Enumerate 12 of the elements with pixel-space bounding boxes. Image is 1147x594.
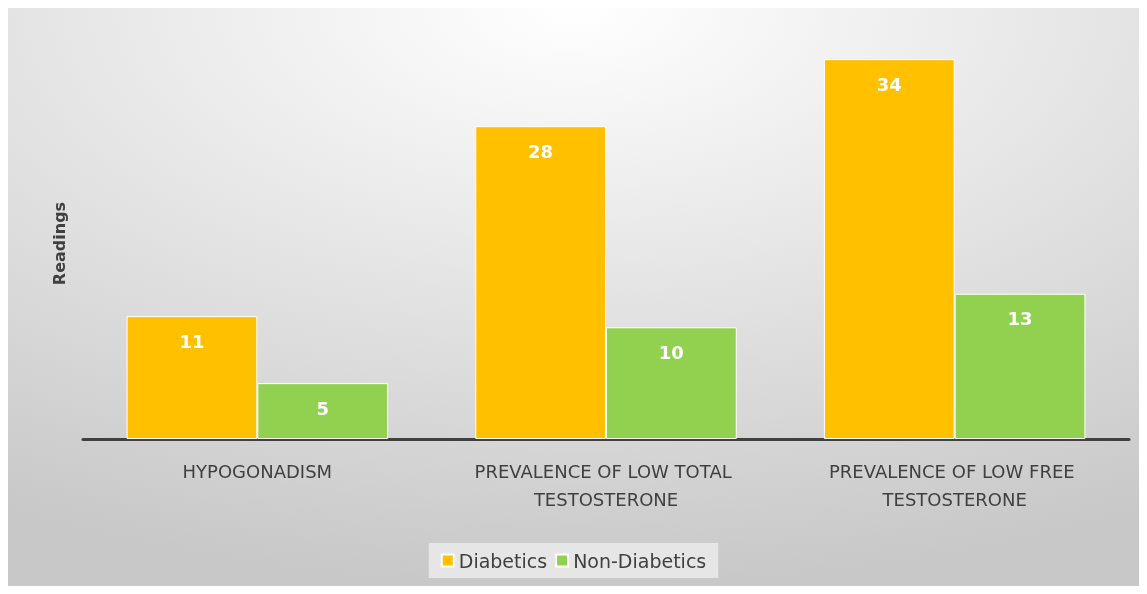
data-label: 5	[316, 397, 329, 419]
legend-label: Non-Diabetics	[573, 549, 707, 572]
x-tick-label: PREVALENCE OF LOW FREE TESTOSTERONE	[828, 460, 1081, 510]
x-tick-label: PREVALENCE OF LOW TOTAL TESTOSTERONE	[474, 460, 738, 510]
data-label: 10	[658, 341, 684, 363]
legend-label: Diabetics	[458, 549, 548, 572]
data-label: 11	[179, 330, 205, 352]
data-label: 34	[876, 73, 902, 95]
data-label: 13	[1007, 308, 1033, 330]
y-axis-title: Readings	[49, 201, 69, 286]
data-label: 28	[528, 140, 554, 162]
x-tick-label: HYPOGONADISM	[182, 460, 333, 482]
